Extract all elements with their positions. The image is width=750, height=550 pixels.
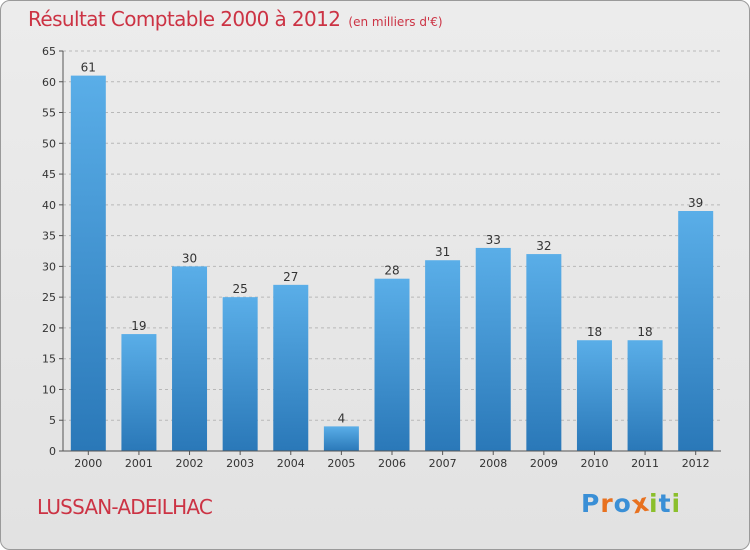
axes: 0 5 10 15 20 25 30 35 40 45 50 55 60 65 2000 2001 2002 20… [42,45,721,470]
x-tick-label: 2009 [530,457,558,470]
bar [121,334,157,451]
bar-value-label: 25 [233,282,248,296]
bar-value-label: 28 [384,264,399,278]
logo-letter: i [671,489,682,518]
y-tick-label: 30 [42,260,56,273]
y-tick-label: 45 [42,168,56,181]
bar [425,260,461,451]
y-tick-label: 0 [49,445,56,458]
commune-name: LUSSAN-ADEILHAC [37,495,213,519]
y-tick-label: 15 [42,353,56,366]
y-tick-label: 25 [42,291,56,304]
bar-value-label: 19 [131,319,146,333]
y-tick-label: 35 [42,230,56,243]
bar [222,297,258,451]
x-tick-label: 2000 [74,457,102,470]
logo-letter: i [649,489,659,518]
x-tick-label: 2003 [226,457,254,470]
bar-value-label: 31 [435,245,450,259]
y-tick-label: 10 [42,383,56,396]
y-tick-label: 5 [49,414,56,427]
bar-value-label: 30 [182,251,197,265]
y-tick-label: 65 [42,45,56,58]
y-tick-label: 40 [42,199,56,212]
y-tick-label: 55 [42,107,56,120]
x-tick-label: 2005 [327,457,355,470]
title-text: Résultat Comptable 2000 à 2012 [28,7,341,31]
bars: 61 19 30 25 27 4 28 31 33 32 18 18 39 [70,61,714,451]
bar-value-label: 4 [338,411,346,425]
y-tick-label: 50 [42,137,56,150]
bar-value-label: 61 [81,61,96,75]
logo-letter: P [581,489,601,518]
chart-title: Résultat Comptable 2000 à 2012 (en millie… [28,7,443,31]
bar [678,211,714,451]
x-tick-label: 2002 [176,457,204,470]
logo-letter: r [600,489,614,518]
bar [172,266,208,451]
x-tick-label: 2001 [125,457,153,470]
y-tick-label: 60 [42,76,56,89]
bar [576,340,612,451]
bar-value-label: 27 [283,270,298,284]
x-tick-label: 2010 [580,457,608,470]
x-tick-label: 2011 [631,457,659,470]
x-tick-label: 2008 [479,457,507,470]
proxiti-logo: Proxiti [581,488,682,520]
bar-value-label: 33 [486,233,501,247]
logo-letter: t [658,489,672,518]
x-tick-label: 2012 [682,457,710,470]
chart-subtitle: (en milliers d'€) [348,15,443,29]
bar [627,340,663,451]
bar [526,254,562,451]
y-tick-label: 20 [42,322,56,335]
bar [70,75,106,451]
bar-value-label: 39 [688,196,703,210]
x-tick-label: 2007 [429,457,457,470]
bar-value-label: 18 [637,325,652,339]
bar [475,247,511,451]
logo-letter: o [613,489,632,518]
bar [273,284,309,451]
bar-value-label: 18 [587,325,602,339]
bar [323,426,359,451]
x-tick-label: 2004 [277,457,305,470]
bar-value-label: 32 [536,239,551,253]
bar [374,278,410,451]
x-tick-label: 2006 [378,457,406,470]
